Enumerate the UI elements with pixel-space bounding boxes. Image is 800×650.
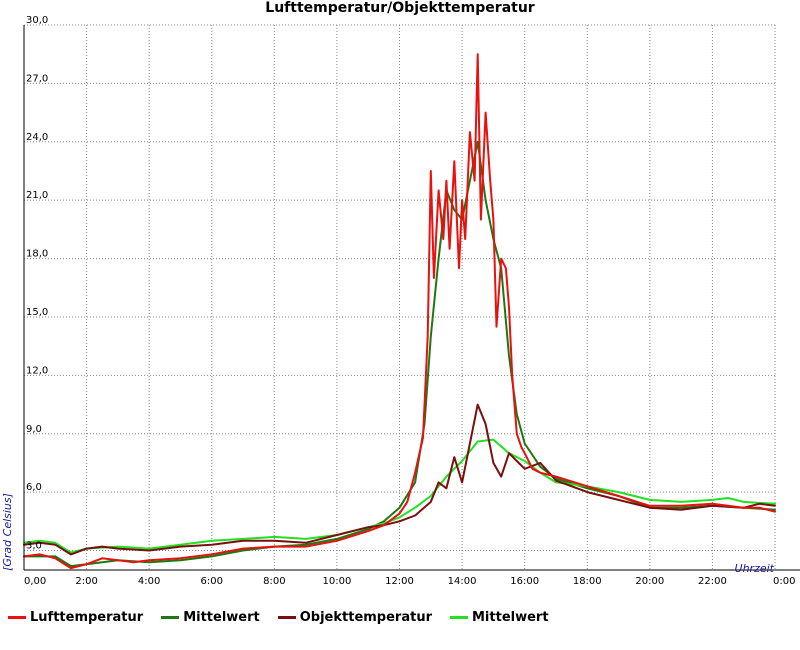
legend-swatch: [277, 615, 296, 619]
legend: Lufttemperatur Mittelwert Objekttemperatur…: [8, 606, 567, 628]
axes: [23, 25, 800, 571]
y-tick-label: 15,0: [26, 307, 48, 318]
y-tick-label: 3,0: [26, 541, 42, 552]
y-tick-label: 27,0: [26, 73, 48, 84]
legend-item: Mittelwert: [161, 610, 260, 625]
x-tick-label: 16:00: [510, 576, 539, 587]
y-tick-label: 21,0: [26, 190, 48, 201]
x-tick-label: 0,00: [24, 576, 46, 587]
legend-label: Lufttemperatur: [30, 609, 144, 625]
x-tick-label: 6:00: [201, 576, 223, 587]
grid: [24, 24, 776, 570]
y-tick-label: 6,0: [26, 482, 42, 493]
y-tick-label: 18,0: [26, 249, 48, 260]
legend-swatch: [161, 615, 180, 619]
x-tick-label: 2:00: [75, 576, 97, 587]
legend-item: Lufttemperatur: [8, 610, 143, 625]
x-tick-label: 8:00: [263, 576, 285, 587]
legend-label: Objekttemperatur: [299, 609, 432, 625]
legend-item: Objekttemperatur: [277, 609, 432, 625]
series-line-3: [23, 438, 776, 554]
y-tick-label: 9,0: [26, 424, 42, 435]
y-tick-label: 24,0: [26, 132, 48, 143]
series-line-2: [23, 403, 776, 556]
x-tick-label: 4:00: [138, 576, 160, 587]
legend-label: Mittelwert: [183, 609, 260, 625]
chart-title: Lufttemperatur/Objekttemperatur: [265, 0, 535, 16]
x-tick-label: 18:00: [573, 576, 602, 587]
series-line-0: [23, 53, 776, 570]
y-tick-labels: 3,0 6,0 9,0 12,0 15,0 18,0 21,0 24,0 27,0 30,0: [26, 15, 48, 552]
series-layer: [23, 53, 776, 570]
legend-swatch: [8, 615, 26, 619]
legend-swatch: [450, 615, 468, 619]
y-tick-label: 30,0: [26, 15, 48, 26]
y-tick-label: 12,0: [26, 365, 48, 376]
x-tick-label: 0:00: [773, 576, 795, 587]
x-tick-label: 10:00: [323, 576, 352, 587]
y-axis-label: [Grad Celsius]: [1, 493, 14, 571]
x-tick-label: 12:00: [385, 576, 414, 587]
x-tick-labels: 0,00 2:00 4:00 6:00 8:00 10:00 12:00 14:00 16:00…: [24, 576, 795, 587]
x-axis-label: Uhrzeit: [735, 562, 775, 575]
legend-label: Mittelwert: [472, 609, 549, 625]
x-tick-label: 22:00: [698, 576, 727, 587]
legend-item: Mittelwert: [450, 610, 549, 625]
x-tick-label: 14:00: [448, 576, 477, 587]
x-tick-label: 20:00: [635, 576, 664, 587]
